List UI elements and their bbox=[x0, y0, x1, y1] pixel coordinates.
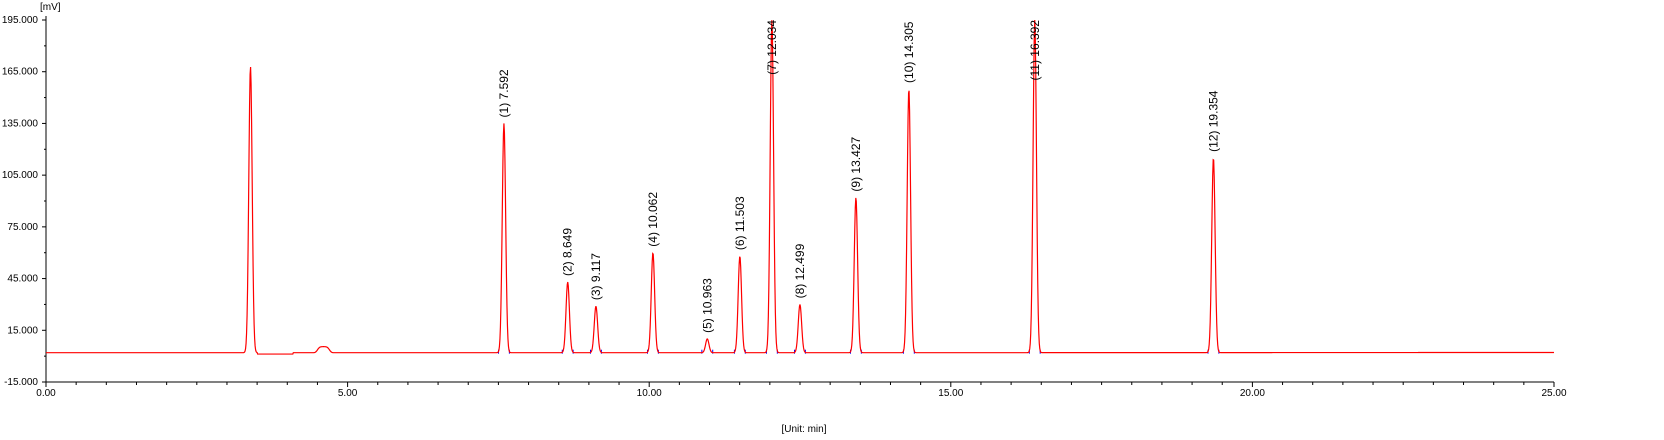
axes bbox=[45, 16, 1554, 383]
y-tick-label: 135.000 bbox=[2, 118, 39, 129]
y-tick-label: 45.000 bbox=[7, 274, 38, 285]
y-tick-labels: -15.000 15.000 45.000 75.000 105.000 135.000 1… bbox=[2, 15, 46, 388]
peak-label: (8) 12.499 bbox=[793, 243, 807, 298]
y-tick-label: 15.000 bbox=[7, 325, 38, 336]
peak-label: (10) 14.305 bbox=[902, 21, 916, 83]
y-axis-title: [mV] bbox=[40, 2, 61, 13]
y-tick-label: 75.000 bbox=[7, 222, 38, 233]
peak-label: (12) 19.354 bbox=[1206, 90, 1220, 152]
peak-labels: (1) 7.592 (2) 8.649 (3) 9.117 (4) 10.062 (5)… bbox=[497, 20, 1220, 333]
y-tick-label: -15.000 bbox=[4, 377, 38, 388]
x-tick-label: 20.00 bbox=[1240, 388, 1265, 399]
x-axis-title: [Unit: min] bbox=[781, 424, 826, 435]
peak-label: (7) 12.034 bbox=[765, 20, 779, 75]
peak-label: (5) 10.963 bbox=[700, 278, 714, 333]
y-tick-label: 105.000 bbox=[2, 170, 39, 181]
signal-trace bbox=[46, 19, 1554, 355]
x-tick-label: 25.00 bbox=[1541, 388, 1566, 399]
x-tick-label: 0.00 bbox=[36, 388, 56, 399]
x-tick-label: 15.00 bbox=[938, 388, 963, 399]
peak-label: (3) 9.117 bbox=[589, 253, 603, 300]
peak-label: (2) 8.649 bbox=[561, 228, 575, 276]
x-tick-label: 5.00 bbox=[338, 388, 358, 399]
x-tick-labels: 0.00 5.00 10.00 15.00 20.00 25.00 bbox=[36, 382, 1567, 399]
peak-label: (6) 11.503 bbox=[733, 196, 747, 250]
peak-label: (11) 16.392 bbox=[1028, 20, 1042, 81]
x-tick-label: 10.00 bbox=[637, 388, 662, 399]
y-tick-label: 165.000 bbox=[2, 67, 39, 78]
peak-label: (4) 10.062 bbox=[646, 192, 660, 247]
y-tick-label: 195.000 bbox=[2, 15, 39, 26]
peak-label: (1) 7.592 bbox=[497, 69, 511, 117]
peak-label: (9) 13.427 bbox=[849, 137, 863, 192]
